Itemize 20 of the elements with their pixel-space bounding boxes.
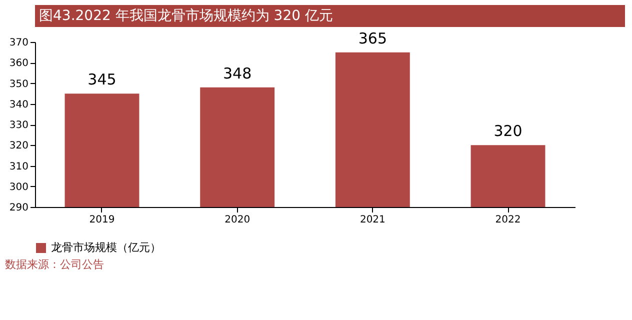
data-label: 348 [223,64,252,82]
y-tick-label: 370 [9,38,28,48]
y-tick-label: 320 [9,140,28,152]
y-tick-label: 350 [9,78,28,90]
data-label: 365 [358,29,387,48]
source-note: 数据来源：公司公告 [5,258,104,271]
y-tick-label: 310 [9,161,28,172]
legend-label: 龙骨市场规模（亿元） [51,241,161,254]
y-tick-label: 340 [9,99,28,110]
chart-title: 图43.2022 年我国龙骨市场规模约为 320 亿元 [39,8,333,24]
x-tick-label: 2021 [360,214,386,226]
y-tick-label: 330 [9,120,28,131]
y-tick-label: 290 [9,202,28,214]
x-tick-label: 2019 [89,214,115,226]
data-label: 345 [88,70,116,89]
y-tick-label: 300 [9,182,28,193]
y-tick-label: 360 [9,58,28,70]
x-tick-label: 2022 [495,214,521,226]
data-label: 320 [494,122,522,140]
x-tick-label: 2020 [224,214,250,226]
